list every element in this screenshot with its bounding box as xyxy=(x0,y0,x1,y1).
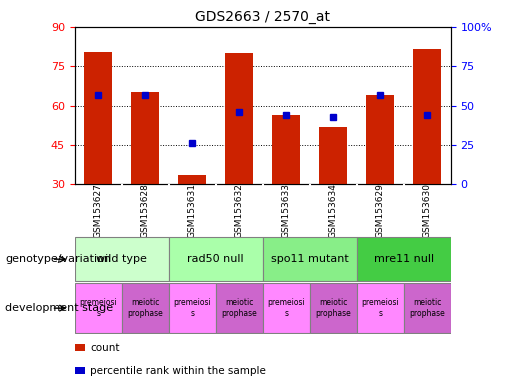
Title: GDS2663 / 2570_at: GDS2663 / 2570_at xyxy=(195,10,330,25)
Text: rad50 null: rad50 null xyxy=(187,254,244,264)
Text: percentile rank within the sample: percentile rank within the sample xyxy=(90,366,266,376)
Bar xyxy=(84,52,112,184)
Bar xyxy=(75,237,168,281)
Text: GSM153634: GSM153634 xyxy=(329,183,338,238)
Text: meiotic
prophase: meiotic prophase xyxy=(315,298,351,318)
Bar xyxy=(272,115,300,184)
Bar xyxy=(168,283,216,333)
Text: genotype/variation: genotype/variation xyxy=(5,254,111,264)
Bar xyxy=(225,53,253,184)
Text: GSM153630: GSM153630 xyxy=(423,183,432,238)
Bar xyxy=(131,93,159,184)
Text: GSM153629: GSM153629 xyxy=(375,183,385,238)
Text: spo11 mutant: spo11 mutant xyxy=(271,254,349,264)
Text: wild type: wild type xyxy=(96,254,147,264)
Bar xyxy=(366,95,394,184)
Bar xyxy=(178,175,206,184)
Bar xyxy=(356,237,451,281)
Text: GSM153631: GSM153631 xyxy=(187,183,197,238)
Text: premeiosi
s: premeiosi s xyxy=(267,298,305,318)
Text: meiotic
prophase: meiotic prophase xyxy=(221,298,257,318)
Bar xyxy=(168,237,263,281)
Bar xyxy=(319,127,347,184)
Text: meiotic
prophase: meiotic prophase xyxy=(409,298,445,318)
Text: GSM153627: GSM153627 xyxy=(94,183,102,238)
Text: premeiosi
s: premeiosi s xyxy=(173,298,211,318)
Bar xyxy=(216,283,263,333)
Text: premeiosi
s: premeiosi s xyxy=(361,298,399,318)
Bar xyxy=(310,283,356,333)
Text: GSM153633: GSM153633 xyxy=(282,183,290,238)
Bar xyxy=(413,49,441,184)
Text: count: count xyxy=(90,343,119,353)
Bar xyxy=(75,283,122,333)
Bar xyxy=(122,283,168,333)
Bar xyxy=(263,237,356,281)
Text: development stage: development stage xyxy=(5,303,113,313)
Bar xyxy=(404,283,451,333)
Text: meiotic
prophase: meiotic prophase xyxy=(127,298,163,318)
Text: GSM153628: GSM153628 xyxy=(141,183,150,238)
Text: mre11 null: mre11 null xyxy=(373,254,434,264)
Text: GSM153632: GSM153632 xyxy=(235,183,244,238)
Text: premeiosi
s: premeiosi s xyxy=(79,298,117,318)
Bar xyxy=(356,283,404,333)
Bar xyxy=(263,283,310,333)
